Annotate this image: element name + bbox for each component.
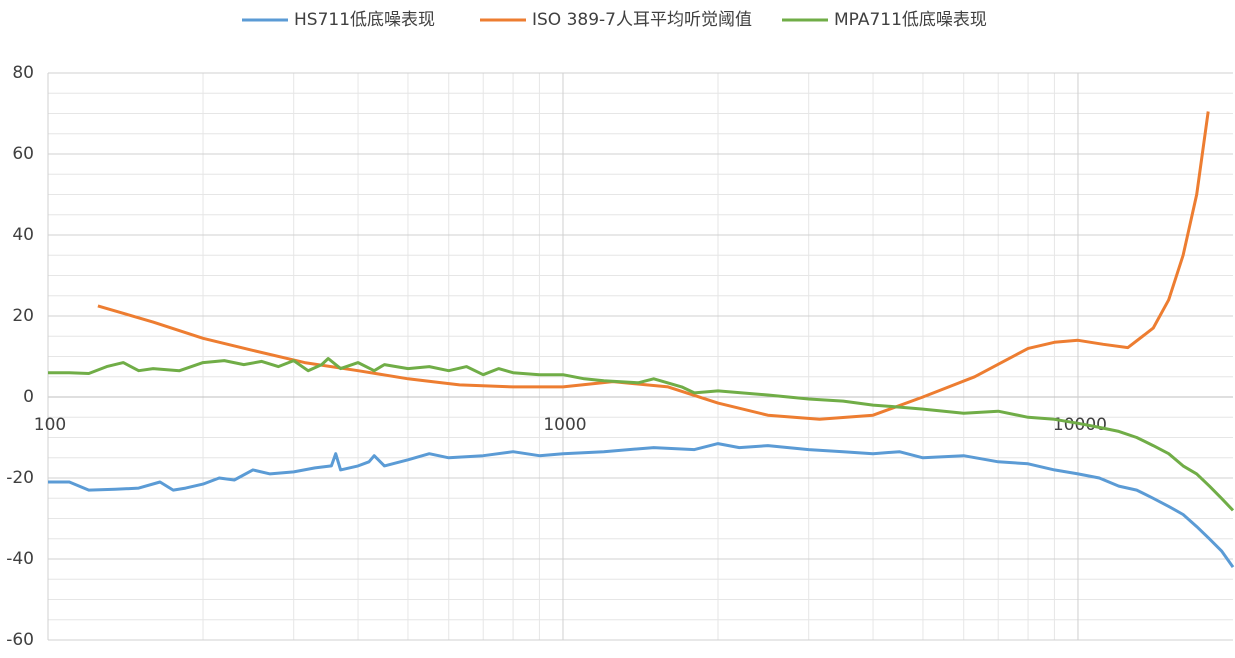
y-tick-label: -60 (6, 630, 34, 650)
y-tick-label: 0 (23, 387, 34, 407)
legend-label: MPA711低底噪表现 (834, 10, 987, 30)
series-line (48, 357, 1235, 512)
y-tick-label: 80 (12, 63, 34, 83)
y-tick-label: -20 (6, 468, 34, 488)
series-line (48, 442, 1235, 568)
y-tick-label: 60 (12, 144, 34, 164)
y-tick-label: -40 (6, 549, 34, 569)
y-tick-label: 20 (12, 306, 34, 326)
x-tick-label: 1000 (543, 415, 586, 435)
x-tick-label: 100 (34, 415, 66, 435)
y-tick-label: 40 (12, 225, 34, 245)
legend-label: HS711低底噪表现 (294, 10, 435, 30)
legend-label: ISO 389-7人耳平均听觉阈值 (532, 10, 752, 30)
series-line (97, 111, 1210, 421)
